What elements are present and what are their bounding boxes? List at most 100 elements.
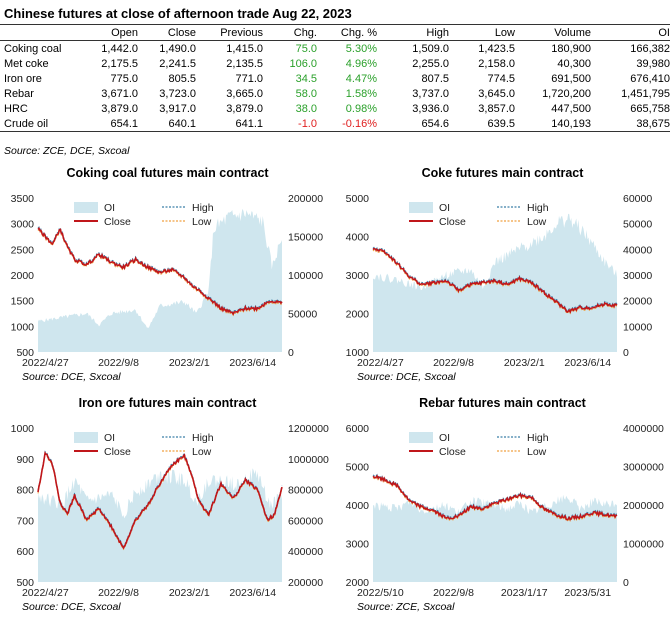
oi-area [38, 208, 282, 352]
left-axis-tick: 1000 [11, 423, 35, 435]
table-cell: 58.0 [295, 87, 317, 100]
close-line [37, 227, 283, 316]
table-row: Crude oil 654.1 640.1 641.1 -1.0 -0.16% 654.6 6… [0, 116, 670, 132]
table-cell: 1,509.0 [412, 42, 449, 55]
x-axis-tick: 2022/9/8 [98, 357, 139, 369]
right-axis-tick: 1000000 [288, 454, 329, 466]
oi-area [38, 468, 282, 582]
row-name-cell: HRC [4, 102, 28, 115]
column-header: Close [138, 24, 196, 41]
legend-oi-swatch [74, 202, 98, 213]
column-header [0, 24, 82, 41]
right-axis-tick: 50000 [623, 219, 652, 231]
table-cell: 2,255.0 [412, 57, 449, 70]
table-cell: 3,723.0 [159, 87, 196, 100]
table-cell: 3,737.0 [412, 87, 449, 100]
table-cell: 106.0 [289, 57, 317, 70]
table-cell: 1.58% [345, 87, 377, 100]
left-axis-tick: 800 [16, 485, 34, 497]
right-axis-tick: 200000 [288, 193, 323, 205]
x-axis-tick: 2022/9/8 [433, 357, 474, 369]
table-cell: 654.1 [82, 116, 138, 132]
left-axis-tick: 600 [16, 546, 34, 558]
table-row: Iron ore 775.0 805.5 771.0 34.5 4.47% 807.5 774… [0, 71, 670, 86]
table-cell: 140,193 [515, 116, 591, 132]
right-axis-tick: 50000 [288, 309, 317, 321]
left-axis-tick: 700 [16, 515, 34, 527]
oi-area [373, 494, 617, 582]
legend-low-label: Low [527, 216, 547, 228]
left-axis-tick: 2500 [11, 244, 35, 256]
row-name-cell: Iron ore [4, 72, 42, 85]
table-cell: 639.5 [449, 116, 515, 132]
column-header: High [377, 24, 449, 41]
table-cell: 3,645.0 [478, 87, 515, 100]
table-row: Met coke 2,175.5 2,241.5 2,135.5 106.0 4.96% 2… [0, 56, 670, 71]
right-axis-tick: 3000000 [623, 462, 664, 474]
right-axis-tick: 150000 [288, 232, 323, 244]
legend-oi-swatch [409, 432, 433, 443]
column-header: Low [449, 24, 515, 41]
chart-title: Rebar futures main contract [419, 396, 586, 410]
table-cell: 775.0 [110, 72, 138, 85]
left-axis-tick: 3000 [346, 270, 370, 282]
x-axis-tick: 2023/6/14 [564, 357, 611, 369]
left-axis-tick: 1000 [11, 321, 35, 333]
table-cell: 38,675 [591, 116, 670, 132]
x-axis-tick: 2022/4/27 [357, 357, 404, 369]
right-axis-tick: 0 [623, 347, 629, 359]
table-cell: 1,423.5 [478, 42, 515, 55]
x-axis-tick: 2023/2/1 [169, 587, 210, 599]
high-line [37, 226, 283, 314]
right-axis-tick: 2000000 [623, 500, 664, 512]
table-cell: 805.5 [168, 72, 196, 85]
legend-oi-label: OI [104, 432, 115, 444]
right-axis-tick: 200000 [288, 577, 323, 589]
legend: OI High Close Low [409, 432, 549, 458]
left-axis-tick: 3500 [11, 193, 35, 205]
x-axis-tick: 2022/4/27 [22, 357, 69, 369]
left-axis-tick: 2000 [11, 270, 35, 282]
right-axis-tick: 100000 [288, 270, 323, 282]
table-cell: 447,500 [551, 102, 591, 115]
legend-oi-label: OI [439, 202, 450, 214]
table-cell: 2,241.5 [159, 57, 196, 70]
table-cell: 3,936.0 [412, 102, 449, 115]
column-header: Open [82, 24, 138, 41]
left-axis-tick: 1000 [346, 347, 370, 359]
low-line [37, 453, 283, 551]
table-cell: -1.0 [263, 116, 317, 132]
left-axis-tick: 900 [16, 454, 34, 466]
table-cell: 1,415.0 [226, 42, 263, 55]
close-line [372, 474, 618, 521]
legend-high-label: High [527, 432, 549, 444]
left-axis-tick: 3000 [346, 539, 370, 551]
right-axis-tick: 0 [288, 347, 294, 359]
table-cell: 3,665.0 [226, 87, 263, 100]
legend-high-label: High [527, 202, 549, 214]
column-header: Previous [196, 24, 263, 41]
table-cell: 180,900 [551, 42, 591, 55]
table-cell: 75.0 [295, 42, 317, 55]
left-axis-tick: 2000 [346, 309, 370, 321]
table-cell: 1,490.0 [159, 42, 196, 55]
coking-coal-chart: 500 1000 1500 2000 2500 3000 3500 0 50000 100000 1… [0, 166, 335, 384]
x-axis-tick: 2022/4/27 [22, 587, 69, 599]
left-axis-tick: 2000 [346, 577, 370, 589]
x-axis-tick: 2022/9/8 [433, 587, 474, 599]
close-line [37, 451, 283, 550]
table-row: Rebar 3,671.0 3,723.0 3,665.0 58.0 1.58% 3,737… [0, 86, 670, 101]
legend-oi-swatch [74, 432, 98, 443]
close-line [372, 247, 618, 314]
table-cell: 1,451,795 [621, 87, 670, 100]
legend-low-label: Low [527, 446, 547, 458]
left-axis-tick: 6000 [346, 423, 370, 435]
legend-oi-label: OI [104, 202, 115, 214]
table-cell: 691,500 [551, 72, 591, 85]
table-cell: 807.5 [421, 72, 449, 85]
table-cell: 3,917.0 [159, 102, 196, 115]
legend-high-label: High [192, 432, 214, 444]
legend-low-label: Low [192, 446, 212, 458]
row-name-cell: Coking coal [4, 42, 62, 55]
right-axis-tick: 0 [623, 577, 629, 589]
